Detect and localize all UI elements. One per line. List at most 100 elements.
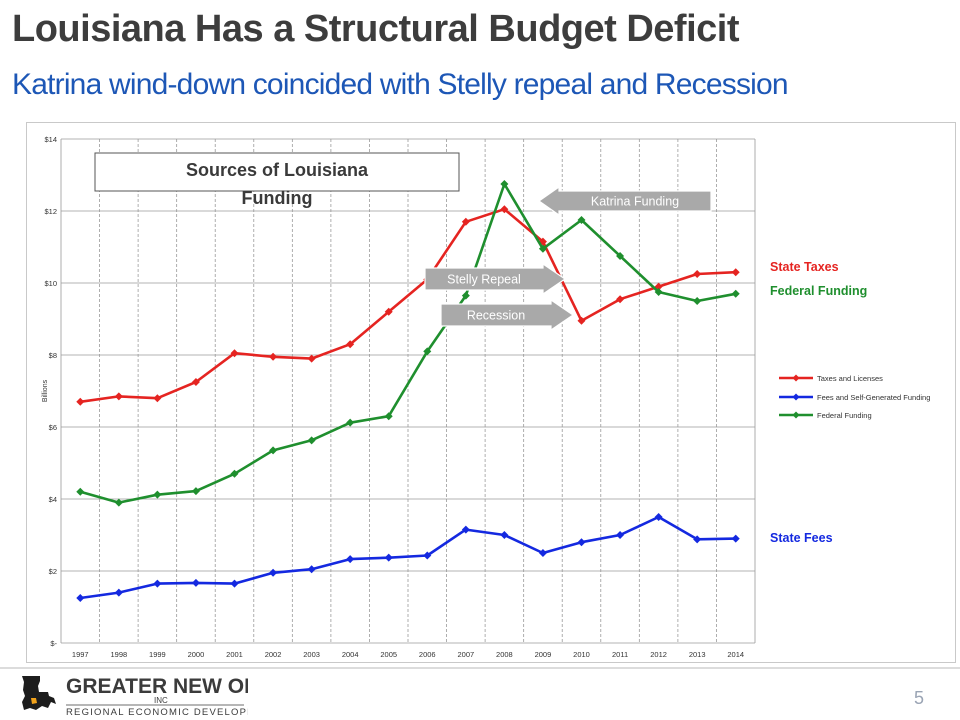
legend-label: Taxes and Licenses [817,374,883,383]
data-point [538,237,547,246]
data-point [114,498,123,507]
legend-label: Fees and Self-Generated Funding [817,393,930,402]
y-tick-label: $12 [44,207,57,216]
slide-subtitle: Katrina wind-down coincided with Stelly … [12,68,789,101]
data-point [654,513,663,521]
y-tick-label: $8 [49,351,57,360]
chart-frame: $- $2 $4 $6 $8 $10 $12 $14 1997 1998 1999 2000 2001 2… [26,122,956,663]
data-point [461,525,470,534]
stelly-repeal-arrow [424,262,567,296]
chart-title: Sources of Louisiana Funding [186,160,369,208]
x-tick-label: 2005 [380,650,397,659]
data-point [693,535,702,544]
logo-inc: INC [154,696,168,705]
data-point [346,340,355,349]
y-tick-label: $- [50,639,57,648]
data-point [577,316,586,325]
data-point [346,418,355,427]
x-tick-label: 2006 [419,650,436,659]
recession-label: Recession [467,309,525,323]
side-label: Federal Funding [770,284,867,298]
y-axis-label: Billions [42,379,49,402]
katrina-funding-arrow [537,185,712,217]
data-point [153,579,162,588]
legend-label: Federal Funding [817,411,872,420]
funding-line-chart: $- $2 $4 $6 $8 $10 $12 $14 1997 1998 1999 2000 2001 2… [42,135,930,659]
data-point [230,469,239,478]
louisiana-state-icon [22,676,56,710]
x-tick-label: 2001 [226,650,243,659]
legend-marker [792,393,800,401]
data-point [191,378,200,386]
legend-marker [792,374,800,382]
data-point [76,487,85,496]
x-tick-label: 2012 [650,650,667,659]
chart-title-box [94,152,460,192]
data-point [654,288,663,296]
x-tick-label: 2008 [496,650,513,659]
y-tick-label: $10 [44,279,57,288]
data-point [191,487,200,496]
data-point [461,291,470,300]
data-point [538,244,547,253]
data-point [307,565,316,574]
data-point [500,531,509,539]
data-point [230,349,239,358]
gno-inc-logo: GREATER NEW ORLEANS INC REGIONAL ECONOMI… [22,675,248,716]
data-point [307,354,316,363]
data-point [153,394,162,403]
stelly-repeal-label: Stelly Repeal [447,273,521,287]
page-number: 5 [913,688,924,708]
x-tick-label: 2007 [457,650,474,659]
data-point [384,553,393,562]
data-point [114,588,123,597]
data-point [76,397,85,406]
katrina-funding-label: Katrina Funding [591,195,679,209]
data-point [616,531,625,539]
x-tick-label: 1997 [72,650,89,659]
data-point [269,568,278,577]
data-point [616,295,625,304]
y-tick-label: $6 [49,423,57,432]
series-line-0 [80,207,736,404]
legend-marker [792,411,800,419]
data-point [269,446,278,455]
series-line-2 [79,182,736,504]
data-point [114,392,123,401]
side-label: State Fees [770,531,833,545]
data-point [577,538,586,547]
x-tick-label: 1998 [110,650,127,659]
x-tick-label: 2004 [342,650,359,659]
x-tick-label: 2009 [535,650,552,659]
data-point [153,490,162,499]
footer-divider [0,667,960,669]
data-point [191,578,200,587]
data-point [423,551,432,560]
data-point [230,579,239,588]
data-point [461,217,470,226]
x-tick-label: 2003 [303,650,320,659]
x-tick-label: 2002 [265,650,282,659]
data-point [307,436,316,445]
side-label: State Taxes [770,260,839,274]
data-point [731,289,740,298]
data-point [538,549,547,557]
data-point [577,216,586,224]
series-line-1 [80,515,736,600]
data-point [693,297,702,305]
x-tick-label: 2000 [188,650,205,659]
x-tick-label: 2010 [573,650,590,659]
logo-tagline: REGIONAL ECONOMIC DEVELOPMENT [66,707,248,716]
y-tick-label: $2 [49,567,57,576]
data-point [384,307,393,316]
y-tick-label: $4 [49,495,57,504]
data-point [384,412,393,421]
data-point [500,180,509,188]
x-tick-label: 2011 [612,650,628,659]
data-point [731,534,740,543]
data-point [269,352,278,361]
data-point [423,347,432,356]
data-point [346,555,355,564]
data-point [731,268,740,277]
data-point [616,252,625,260]
